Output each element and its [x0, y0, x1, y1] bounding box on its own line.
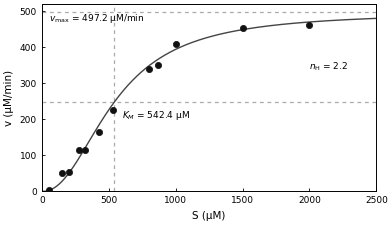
Text: $v_\mathregular{max}$ = 497.2 μM/min: $v_\mathregular{max}$ = 497.2 μM/min: [49, 12, 144, 25]
Text: $n_\mathregular{H}$ = 2.2: $n_\mathregular{H}$ = 2.2: [309, 60, 348, 73]
Y-axis label: v (μM/min): v (μM/min): [4, 70, 14, 126]
Text: $K_\mathit{M}$ = 542.4 μM: $K_\mathit{M}$ = 542.4 μM: [122, 109, 190, 122]
X-axis label: S (μM): S (μM): [192, 211, 226, 221]
